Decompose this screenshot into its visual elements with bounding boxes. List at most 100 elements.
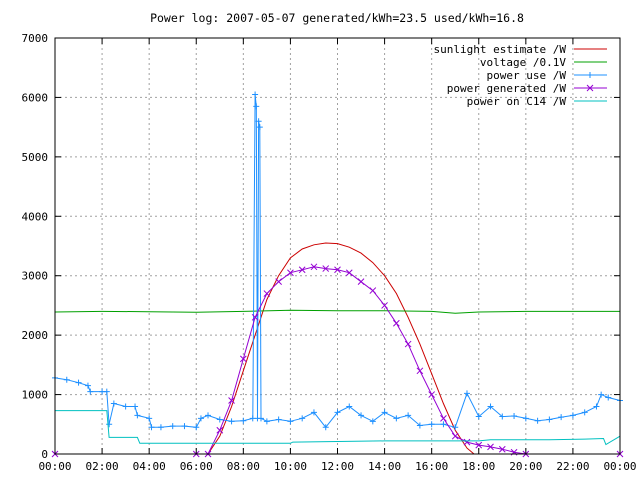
data-point (546, 416, 553, 423)
series-line-sunlight-estimate-w (55, 242, 620, 455)
y-tick-label: 7000 (22, 32, 49, 45)
y-tick-label: 2000 (22, 329, 49, 342)
data-point (428, 391, 436, 398)
data-point (103, 388, 110, 395)
x-tick-label: 20:00 (509, 460, 542, 473)
data-point (334, 266, 341, 274)
data-point (581, 409, 588, 416)
data-point (148, 424, 155, 431)
x-tick-label: 00:00 (38, 460, 71, 473)
data-point (299, 415, 306, 422)
data-point (87, 388, 94, 395)
data-point (499, 413, 506, 420)
data-point (534, 417, 541, 424)
grid (55, 38, 620, 454)
data-point (393, 319, 400, 327)
data-point (440, 414, 447, 422)
data-point (263, 418, 270, 425)
axes: 0 1000 2000 3000 4000 5000 6000 7000 00:00 02:00 0… (22, 32, 637, 473)
y-tick-label: 6000 (22, 91, 49, 104)
series-line-power-on-c14-w (55, 410, 621, 446)
data-point (428, 421, 435, 428)
data-point (498, 445, 506, 453)
legend-marker (587, 72, 593, 78)
data-point (298, 266, 306, 274)
data-point (253, 103, 260, 110)
data-point (369, 287, 377, 294)
data-point (197, 415, 204, 422)
data-point (416, 367, 424, 375)
data-point (393, 415, 400, 422)
data-point (310, 263, 318, 271)
data-point (157, 424, 164, 431)
x-tick-label: 14:00 (368, 460, 401, 473)
data-point (511, 412, 518, 419)
data-point (405, 412, 412, 419)
data-point (451, 432, 459, 440)
data-point (132, 403, 139, 410)
data-point (146, 415, 153, 422)
data-point (475, 441, 483, 449)
data-point (169, 423, 176, 430)
data-point (256, 124, 263, 131)
y-tick-label: 5000 (22, 151, 49, 164)
x-tick-label: 16:00 (415, 460, 448, 473)
legend-label: voltage /0.1V (480, 56, 566, 69)
x-tick-label: 10:00 (274, 460, 307, 473)
data-point (63, 376, 70, 383)
data-point (216, 426, 224, 434)
data-point (404, 340, 412, 348)
x-tick-label: 06:00 (180, 460, 213, 473)
data-point (358, 412, 365, 419)
y-tick-label: 3000 (22, 270, 49, 283)
x-tick-label: 02:00 (86, 460, 119, 473)
data-point (522, 415, 529, 422)
data-point (357, 278, 365, 286)
data-point (416, 422, 423, 429)
y-tick-label: 1000 (22, 389, 49, 402)
data-point (205, 412, 212, 419)
data-point (287, 418, 294, 425)
data-point (240, 417, 247, 424)
data-point (252, 91, 259, 98)
data-point (440, 421, 447, 428)
x-tick-label: 04:00 (133, 460, 166, 473)
data-point (487, 443, 494, 451)
x-tick-label: 08:00 (227, 460, 260, 473)
data-point (216, 416, 223, 423)
legend-label: power on C14 /W (467, 95, 567, 108)
series-markers-power-use-w (52, 91, 623, 431)
y-tick-label: 0 (41, 448, 48, 461)
data-point (569, 412, 576, 419)
data-point (346, 403, 353, 410)
data-point (322, 424, 329, 431)
data-point (334, 409, 341, 416)
data-point (381, 302, 388, 309)
data-point (558, 414, 565, 421)
data-point (322, 265, 330, 272)
x-tick-label: 18:00 (462, 460, 495, 473)
data-point (463, 390, 470, 397)
data-point (598, 391, 605, 398)
data-point (263, 290, 271, 297)
data-point (122, 403, 129, 410)
y-tick-label: 4000 (22, 210, 49, 223)
series-layer (51, 91, 624, 458)
data-point (110, 400, 117, 407)
x-tick-label: 22:00 (556, 460, 589, 473)
x-tick-label: 00:00 (603, 460, 636, 473)
data-point (275, 278, 282, 286)
data-point (228, 397, 235, 404)
data-point (463, 438, 471, 446)
data-point (239, 355, 247, 363)
data-point (475, 413, 482, 420)
series-line-voltage-0-1v (54, 309, 620, 314)
legend-label: power use /W (487, 69, 567, 82)
data-point (84, 382, 91, 389)
data-point (345, 269, 353, 277)
data-point (251, 313, 259, 321)
data-point (181, 423, 188, 430)
legend-marker (586, 84, 594, 92)
